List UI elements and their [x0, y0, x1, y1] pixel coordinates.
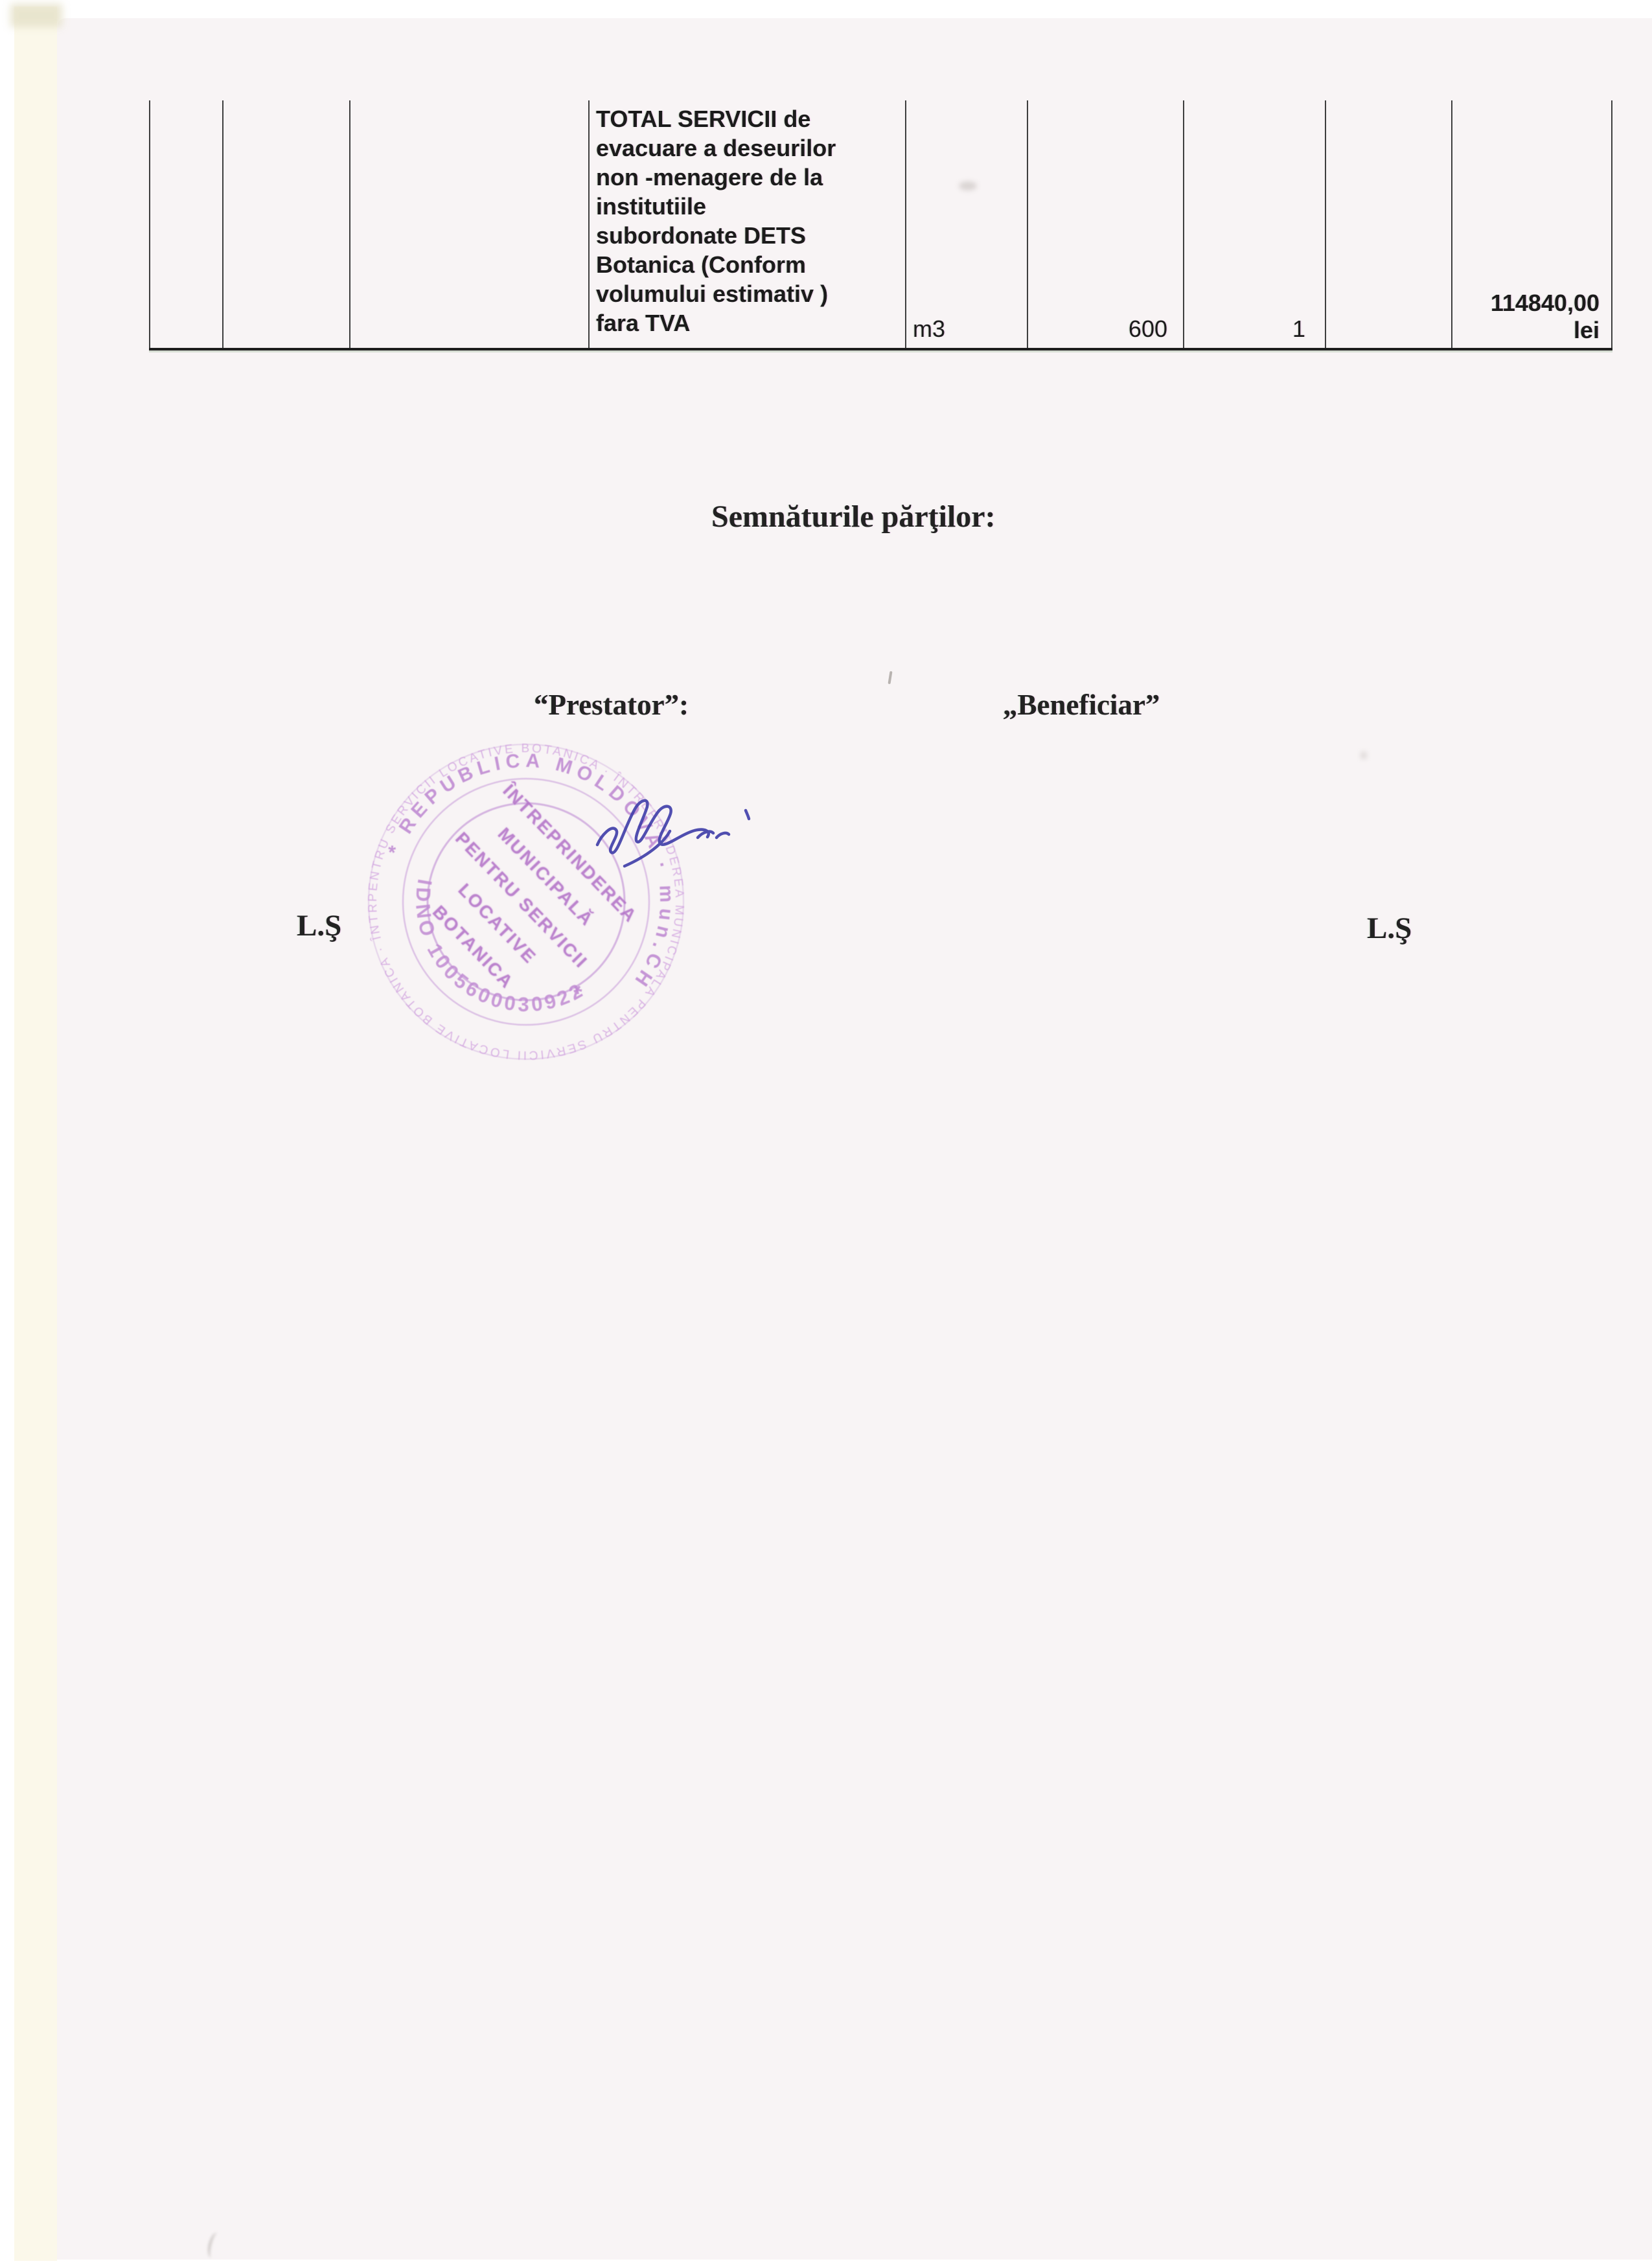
scan-smudge	[1360, 751, 1367, 759]
table-cell-count: 1	[1183, 100, 1325, 348]
table-cell-blank	[1325, 100, 1451, 348]
beneficiar-label: „Beneficiar”	[1003, 689, 1160, 721]
seal-place-left-label: L.Ş	[297, 909, 342, 943]
prestator-label: “Prestator”:	[534, 689, 689, 721]
scan-smudge	[959, 181, 977, 190]
table-cell-empty-2	[222, 100, 349, 348]
scanned-page	[57, 18, 1652, 2260]
table-cell-quantity: 600	[1027, 100, 1183, 348]
seal-place-right-label: L.Ş	[1367, 911, 1412, 945]
signatures-heading: Semnăturile părţilor:	[711, 499, 996, 534]
table-cell-empty-1	[149, 100, 222, 348]
services-table-row: TOTAL SERVICII de evacuare a deseurilor …	[149, 100, 1612, 350]
table-cell-empty-3	[349, 100, 588, 348]
table-cell-unit: m3	[905, 100, 1027, 348]
table-cell-total: 114840,00 lei	[1451, 100, 1612, 348]
table-cell-description: TOTAL SERVICII de evacuare a deseurilor …	[588, 100, 905, 348]
scan-smudge	[10, 4, 62, 27]
scan-edge	[14, 6, 57, 2261]
